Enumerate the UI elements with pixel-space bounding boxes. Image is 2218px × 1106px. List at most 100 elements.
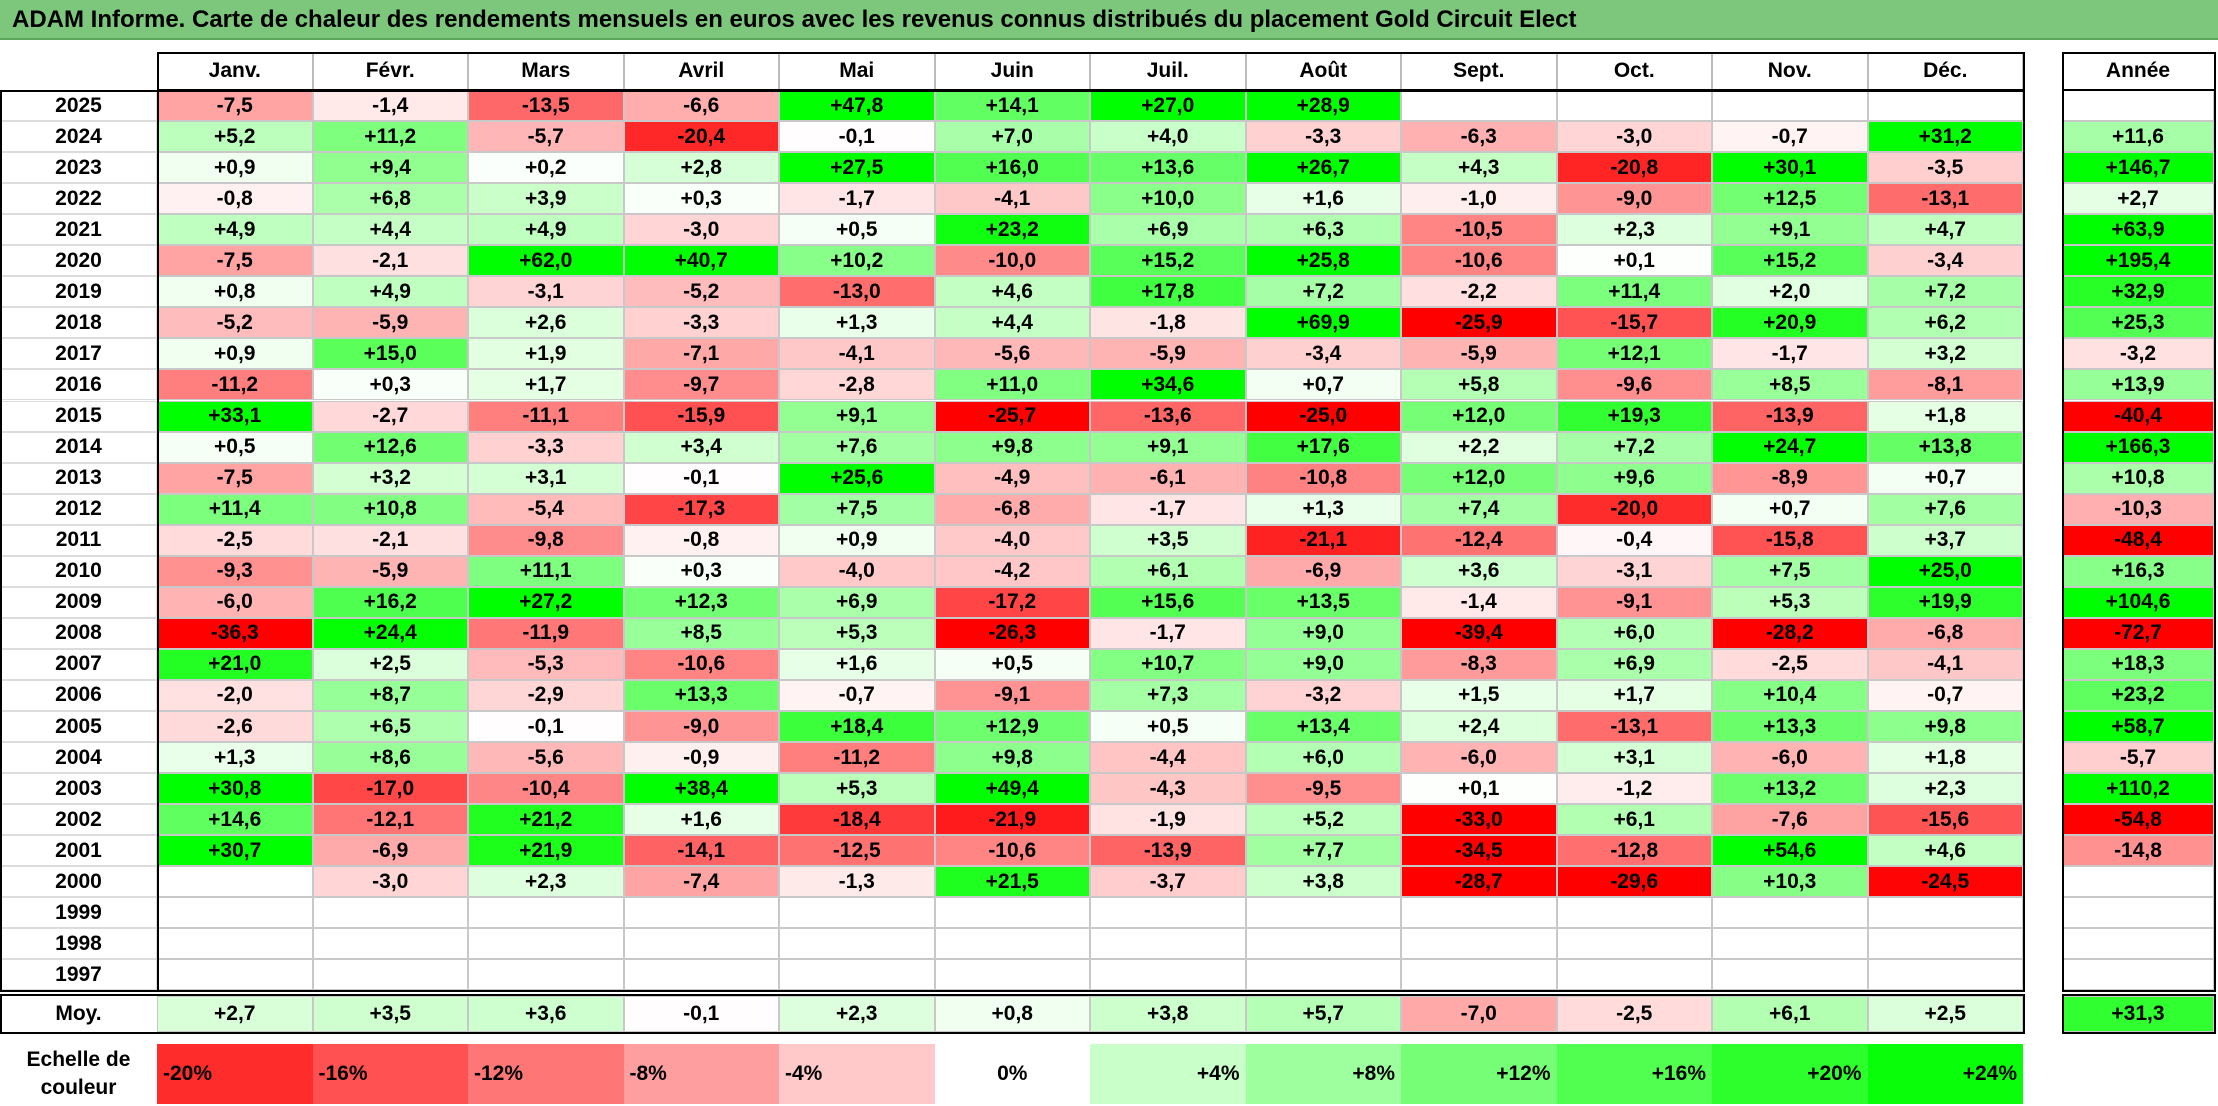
color-scale-label: Echelle de couleur [0,1044,157,1104]
year-label: 2000 [0,866,157,898]
heatmap-cell: -13,6 [1090,400,1246,432]
heatmap-cell: +10,7 [1090,648,1246,680]
heatmap-cell: -0,1 [779,121,935,153]
heatmap-cell: -11,2 [779,742,935,774]
heatmap-cell: -5,2 [623,276,779,308]
heatmap-cell: +1,8 [1867,742,2023,774]
year-label: 2023 [0,152,157,184]
heatmap-cell: +19,9 [1867,586,2023,618]
year-label: 2010 [0,555,157,587]
heatmap-cell: -0,4 [1556,524,1712,556]
year-column-header: Année [2105,59,2171,82]
heatmap-cell: +2,6 [468,307,624,339]
heatmap-cell: -9,1 [934,679,1090,711]
average-cell: +5,7 [1245,996,1401,1032]
average-annual-cell: +31,3 [2062,996,2214,1032]
heatmap-cell: -2,2 [1401,276,1557,308]
heatmap-cell: +1,3 [157,742,313,774]
heatmap-cell: +11,2 [312,121,468,153]
heatmap-cell [1401,928,1557,960]
average-cell: +6,1 [1712,996,1868,1032]
year-label: 2012 [0,493,157,525]
heatmap-cell [1867,897,2023,929]
heatmap-cell: -4,3 [1090,773,1246,805]
heatmap-cell [468,959,624,991]
heatmap-cell: +18,4 [779,711,935,743]
heatmap-cell: +9,1 [1090,431,1246,463]
heatmap-cell: +27,0 [1090,90,1246,122]
heatmap-cell: +5,2 [1245,804,1401,836]
heatmap-cell: +4,6 [1867,835,2023,867]
heatmap-cell [934,959,1090,991]
heatmap-cell: -5,3 [468,648,624,680]
heatmap-cell: +1,6 [1245,183,1401,215]
year-label: 2004 [0,742,157,774]
year-label: 2005 [0,711,157,743]
annual-cell: +32,9 [2062,276,2214,308]
annual-cell: +146,7 [2062,152,2214,184]
heatmap-cell: -13,1 [1867,183,2023,215]
heatmap-cell: -20,0 [1556,493,1712,525]
heatmap-cell: +34,6 [1090,369,1246,401]
heatmap-cell: -5,9 [1401,338,1557,370]
heatmap-cell: +7,6 [779,431,935,463]
year-label: 1998 [0,928,157,960]
heatmap-cell: -10,4 [468,773,624,805]
annual-cell: +16,3 [2062,555,2214,587]
heatmap-cell: -11,9 [468,617,624,649]
heatmap-cell: -4,0 [934,524,1090,556]
heatmap-cell: +17,6 [1245,431,1401,463]
heatmap-cell: -0,8 [623,524,779,556]
heatmap-cell: +9,6 [1556,462,1712,494]
heatmap-cell: -0,9 [623,742,779,774]
heatmap-cell: -6,9 [1245,555,1401,587]
year-label: 2011 [0,524,157,556]
heatmap-cell: -33,0 [1401,804,1557,836]
heatmap-cell: +49,4 [934,773,1090,805]
heatmap-cell: -13,0 [779,276,935,308]
heatmap-cell: +6,2 [1867,307,2023,339]
title-bar: ADAM Informe. Carte de chaleur des rende… [0,0,2218,40]
heatmap-cell: -5,2 [157,307,313,339]
heatmap-cell: +7,2 [1245,276,1401,308]
heatmap-cell [1556,959,1712,991]
heatmap-cell: +0,8 [157,276,313,308]
heatmap-cell: -2,0 [157,679,313,711]
heatmap-cell: +0,5 [934,648,1090,680]
heatmap-cell: +38,4 [623,773,779,805]
heatmap-cell: +25,8 [1245,245,1401,277]
heatmap-cell: +11,4 [157,493,313,525]
heatmap-cell: +9,0 [1245,617,1401,649]
heatmap-cell: +28,9 [1245,90,1401,122]
heatmap-cell [157,897,313,929]
heatmap-cell: -9,1 [1556,586,1712,618]
heatmap-cell: +0,5 [157,431,313,463]
heatmap-cell: -1,7 [1090,617,1246,649]
heatmap-cell: +4,9 [157,214,313,246]
heatmap-cell: -2,7 [312,400,468,432]
heatmap-cell: +12,6 [312,431,468,463]
heatmap-cell: -3,1 [1556,555,1712,587]
annual-cell: -54,8 [2062,804,2214,836]
heatmap-cell: +13,6 [1090,152,1246,184]
average-cell: +2,7 [157,996,313,1032]
heatmap-cell: +12,9 [934,711,1090,743]
heatmap-cell: -5,9 [312,555,468,587]
heatmap-cell: +3,7 [1867,524,2023,556]
heatmap-cell: +0,9 [157,152,313,184]
heatmap-cell: +10,0 [1090,183,1246,215]
heatmap-cell: -17,2 [934,586,1090,618]
year-label: 2001 [0,835,157,867]
heatmap-cell: -3,1 [468,276,624,308]
heatmap-cell: +1,5 [1401,679,1557,711]
color-scale-step: +12% [1401,1044,1557,1104]
heatmap-cell: +9,8 [934,431,1090,463]
heatmap-cell: +13,3 [623,679,779,711]
average-cell: +3,6 [468,996,624,1032]
heatmap-cell: -2,5 [1712,648,1868,680]
annual-cell: +10,8 [2062,462,2214,494]
heatmap-cell: -39,4 [1401,617,1557,649]
average-cell: -2,5 [1556,996,1712,1032]
heatmap-cell: +0,1 [1556,245,1712,277]
heatmap-cell: +15,2 [1090,245,1246,277]
